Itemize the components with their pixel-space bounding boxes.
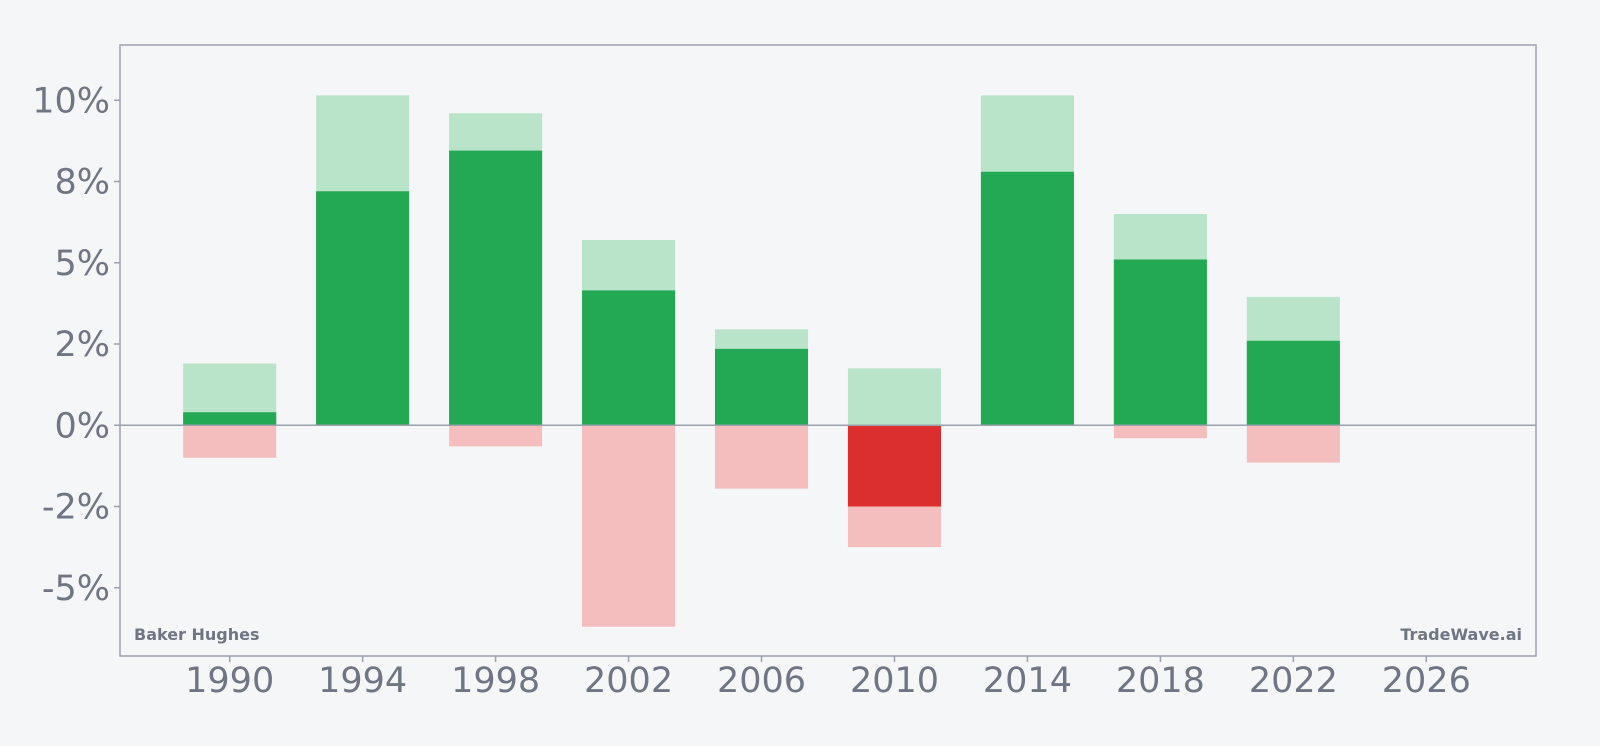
bar-2006-series-2 bbox=[714, 425, 809, 489]
x-tick-label: 1998 bbox=[451, 661, 540, 701]
bars-layer bbox=[183, 95, 1340, 627]
bar-2018-series-2 bbox=[1113, 425, 1207, 439]
bar-2006-series-0 bbox=[714, 348, 809, 426]
bar-2022-series-0 bbox=[1246, 340, 1340, 426]
bottom-left-label: Baker Hughes bbox=[134, 625, 260, 644]
plot-frame bbox=[119, 44, 1537, 657]
x-tick-label: 2014 bbox=[983, 661, 1072, 701]
bar-1990-series-2 bbox=[183, 425, 277, 458]
y-tick-label: 8% bbox=[54, 163, 110, 203]
bar-2002-series-2 bbox=[582, 425, 676, 627]
bar-2018-series-0 bbox=[1113, 259, 1207, 426]
x-tick-label: 2018 bbox=[1116, 661, 1205, 701]
bar-1998-series-0 bbox=[449, 150, 543, 426]
y-tick-label: 10% bbox=[32, 81, 110, 121]
x-tick-label: 1994 bbox=[318, 661, 407, 701]
y-axis: 10% 8% 5% 2% 0% -2% -5% bbox=[32, 81, 120, 609]
y-tick-label: 0% bbox=[54, 406, 110, 446]
x-tick-label: 2010 bbox=[850, 661, 939, 701]
y-tick-label: 5% bbox=[54, 244, 110, 284]
x-axis: 1990 1994 1998 2002 2006 2010 2014 2018 2022 2026 bbox=[185, 656, 1471, 701]
bar-1994-series-0 bbox=[316, 191, 410, 426]
x-tick-label: 2006 bbox=[717, 661, 806, 701]
y-tick-label: -2% bbox=[42, 488, 110, 528]
bar-2014-series-0 bbox=[980, 171, 1074, 426]
x-tick-label: 2022 bbox=[1249, 661, 1338, 701]
y-tick-label: 2% bbox=[54, 325, 110, 365]
x-tick-label: 1990 bbox=[185, 661, 274, 701]
bar-2022-series-2 bbox=[1246, 425, 1340, 463]
x-tick-label: 2026 bbox=[1382, 661, 1471, 701]
bar-1998-series-2 bbox=[449, 425, 543, 447]
bar-2010-series-0 bbox=[847, 425, 942, 507]
bar-2002-series-0 bbox=[582, 290, 676, 426]
bar-1990-series-0 bbox=[183, 412, 277, 426]
bar-2010-series-1 bbox=[847, 368, 942, 426]
y-tick-label: -5% bbox=[42, 569, 110, 609]
x-tick-label: 2002 bbox=[584, 661, 673, 701]
bottom-right-label: TradeWave.ai bbox=[1400, 625, 1522, 644]
